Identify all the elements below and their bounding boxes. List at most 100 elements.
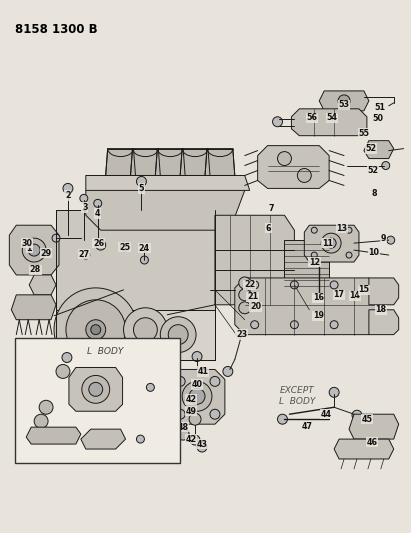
Polygon shape	[334, 439, 394, 459]
Text: 1: 1	[26, 244, 32, 253]
Polygon shape	[9, 225, 59, 275]
Polygon shape	[56, 310, 215, 360]
Text: EXCEPT
L  BODY: EXCEPT L BODY	[279, 386, 316, 406]
Circle shape	[86, 320, 106, 340]
Text: 29: 29	[41, 248, 52, 257]
Circle shape	[291, 281, 298, 289]
Circle shape	[311, 252, 317, 258]
Text: 3: 3	[82, 203, 88, 212]
Circle shape	[210, 409, 220, 419]
Circle shape	[62, 352, 72, 362]
Text: 35: 35	[121, 413, 132, 422]
Circle shape	[311, 227, 317, 233]
Circle shape	[175, 376, 185, 386]
Text: 7: 7	[269, 204, 274, 213]
Text: 12: 12	[309, 257, 320, 266]
Circle shape	[330, 321, 338, 329]
Text: 37: 37	[34, 399, 45, 408]
Text: 36: 36	[46, 417, 58, 426]
Circle shape	[321, 233, 341, 253]
Text: 42: 42	[185, 434, 196, 443]
Circle shape	[82, 375, 110, 403]
Text: 56: 56	[307, 114, 318, 122]
Circle shape	[146, 383, 155, 391]
Circle shape	[189, 389, 205, 404]
Circle shape	[66, 300, 125, 360]
Circle shape	[223, 367, 233, 376]
Text: 21: 21	[247, 292, 258, 301]
Circle shape	[80, 195, 88, 203]
Text: 40: 40	[192, 380, 203, 389]
Text: 50: 50	[372, 114, 383, 123]
Polygon shape	[69, 367, 122, 411]
Text: 33: 33	[131, 371, 142, 380]
Text: 16: 16	[313, 293, 324, 302]
Text: 30: 30	[22, 239, 33, 248]
Text: 18: 18	[375, 305, 386, 314]
Text: 22: 22	[244, 280, 255, 289]
Text: 26: 26	[93, 239, 104, 248]
Circle shape	[54, 288, 137, 372]
Circle shape	[197, 442, 207, 452]
Text: 6: 6	[266, 224, 271, 233]
Circle shape	[22, 238, 46, 262]
Circle shape	[272, 117, 282, 127]
Text: 5: 5	[139, 184, 144, 193]
Polygon shape	[304, 225, 359, 262]
Polygon shape	[205, 149, 235, 175]
Circle shape	[182, 382, 212, 411]
Polygon shape	[364, 141, 394, 158]
Circle shape	[94, 199, 102, 207]
Text: 52: 52	[365, 144, 376, 153]
Circle shape	[330, 281, 338, 289]
Circle shape	[39, 400, 53, 414]
Circle shape	[96, 240, 106, 250]
Polygon shape	[180, 149, 210, 175]
Polygon shape	[29, 275, 56, 295]
Text: 2: 2	[65, 191, 71, 200]
Text: 41: 41	[198, 367, 208, 376]
Text: 55: 55	[358, 129, 369, 138]
Text: 15: 15	[358, 285, 369, 294]
Circle shape	[382, 161, 390, 169]
Polygon shape	[319, 91, 369, 111]
Text: 27: 27	[78, 249, 89, 259]
Text: 24: 24	[139, 244, 150, 253]
Circle shape	[352, 410, 362, 420]
Text: 43: 43	[196, 440, 208, 449]
Circle shape	[141, 256, 148, 264]
Circle shape	[52, 234, 60, 242]
Polygon shape	[26, 427, 81, 444]
Circle shape	[338, 95, 350, 107]
Circle shape	[326, 238, 336, 248]
Text: 48: 48	[178, 423, 189, 432]
Text: 23: 23	[236, 330, 247, 339]
Text: 31: 31	[56, 360, 67, 369]
Bar	[15, 337, 180, 463]
Text: 28: 28	[30, 265, 41, 274]
Circle shape	[239, 277, 251, 289]
Circle shape	[136, 435, 144, 443]
Text: 47: 47	[302, 422, 313, 431]
Polygon shape	[369, 278, 399, 305]
Text: 10: 10	[368, 247, 379, 256]
Polygon shape	[369, 310, 399, 335]
Circle shape	[82, 251, 90, 259]
Circle shape	[168, 325, 188, 345]
Circle shape	[177, 428, 189, 440]
Circle shape	[136, 176, 146, 187]
Polygon shape	[56, 211, 215, 310]
Circle shape	[56, 365, 70, 378]
Circle shape	[346, 252, 352, 258]
Circle shape	[189, 413, 201, 425]
Circle shape	[28, 244, 40, 256]
Text: 4: 4	[95, 209, 100, 218]
Text: 53: 53	[339, 100, 350, 109]
Circle shape	[239, 289, 251, 301]
Text: 32: 32	[79, 351, 90, 360]
Circle shape	[91, 325, 101, 335]
Text: 19: 19	[313, 311, 324, 320]
Polygon shape	[291, 109, 367, 136]
Polygon shape	[215, 215, 294, 305]
Polygon shape	[81, 429, 125, 449]
